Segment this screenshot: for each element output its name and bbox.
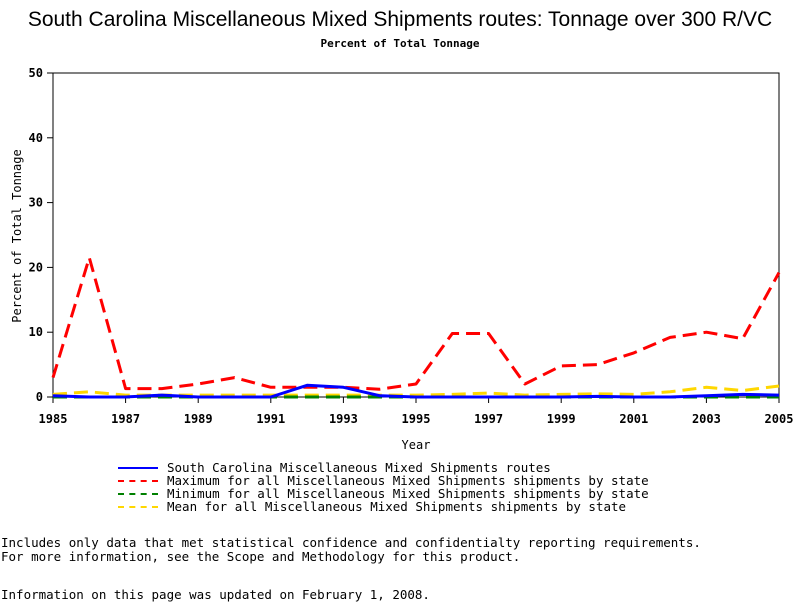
series-line-2 bbox=[51, 256, 781, 391]
chart-title: South Carolina Miscellaneous Mixed Shipm… bbox=[27, 8, 773, 31]
legend-item: Maximum for all Miscellaneous Mixed Ship… bbox=[118, 474, 649, 487]
series-line-4 bbox=[52, 384, 780, 397]
updated-note: Information on this page was updated on … bbox=[1, 587, 430, 602]
footnote-line-2: For more information, see the Scope and … bbox=[1, 549, 521, 564]
series-line-1 bbox=[52, 383, 780, 399]
footnote-line-1: Includes only data that met statistical … bbox=[1, 535, 701, 550]
legend-label: South Carolina Miscellaneous Mixed Shipm… bbox=[167, 460, 551, 475]
legend-item: South Carolina Miscellaneous Mixed Shipm… bbox=[118, 461, 649, 474]
x-tick-label: 1985 bbox=[39, 412, 68, 426]
footnotes: Includes only data that met statistical … bbox=[1, 536, 701, 564]
x-tick-label: 1993 bbox=[329, 412, 358, 426]
plot-frame bbox=[52, 72, 780, 398]
x-tick-label: 1999 bbox=[547, 412, 576, 426]
x-tick-label: 1995 bbox=[402, 412, 431, 426]
legend-label: Maximum for all Miscellaneous Mixed Ship… bbox=[167, 473, 649, 488]
x-tick-label: 2005 bbox=[765, 412, 794, 426]
y-tick-label: 20 bbox=[29, 260, 43, 274]
legend-item: Mean for all Miscellaneous Mixed Shipmen… bbox=[118, 500, 649, 513]
x-tick-label: 1987 bbox=[111, 412, 140, 426]
line-chart: 0 10 20 30 40 50 1985 1987 1989 1991 1993 1995 1997 1… bbox=[10, 66, 794, 452]
y-tick-label: 50 bbox=[29, 66, 43, 80]
x-tick-label: 1991 bbox=[256, 412, 285, 426]
x-tick-label: 2003 bbox=[692, 412, 721, 426]
legend-item: Minimum for all Miscellaneous Mixed Ship… bbox=[118, 487, 649, 500]
chart-subtitle: Percent of Total Tonnage bbox=[320, 37, 480, 50]
y-tick-label: 10 bbox=[29, 325, 43, 339]
legend-swatch bbox=[118, 479, 158, 482]
legend-swatch bbox=[118, 492, 158, 495]
legend-label: Minimum for all Miscellaneous Mixed Ship… bbox=[167, 486, 649, 501]
x-tick-label: 1989 bbox=[184, 412, 213, 426]
legend-label: Mean for all Miscellaneous Mixed Shipmen… bbox=[167, 499, 627, 514]
y-tick-label: 30 bbox=[29, 196, 43, 210]
y-axis-title: Percent of Total Tonnage bbox=[10, 149, 24, 322]
x-tick-label: 1997 bbox=[474, 412, 503, 426]
x-tick-label: 2001 bbox=[619, 412, 648, 426]
legend: South Carolina Miscellaneous Mixed Shipm… bbox=[118, 461, 649, 513]
legend-swatch bbox=[118, 466, 158, 469]
y-tick-label: 0 bbox=[36, 390, 43, 404]
x-axis-title: Year bbox=[402, 438, 431, 452]
y-tick-label: 40 bbox=[29, 131, 43, 145]
legend-swatch bbox=[118, 505, 158, 508]
